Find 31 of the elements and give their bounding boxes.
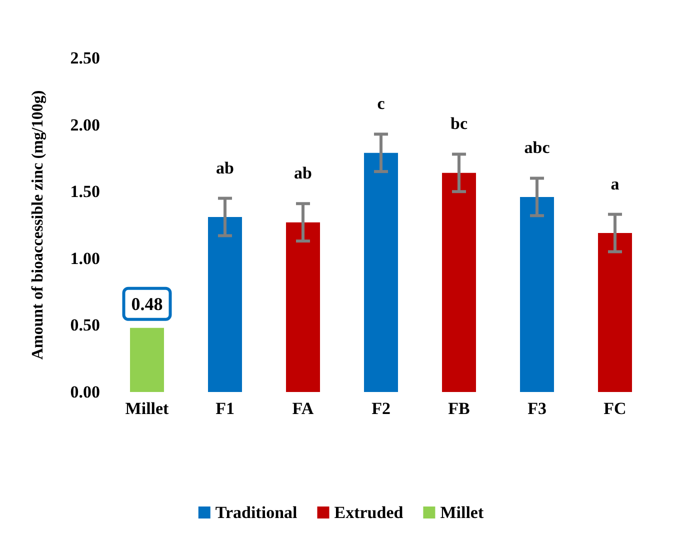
legend-label: Millet xyxy=(440,503,484,522)
data-label: 0.48 xyxy=(131,294,163,314)
bar xyxy=(208,216,242,392)
annotation: c xyxy=(377,94,386,114)
x-tick-label: FC xyxy=(604,399,626,418)
annotation: ab xyxy=(216,158,234,178)
bar xyxy=(364,152,398,392)
y-axis-title: Amount of bioaccessible zinc (mg/100g) xyxy=(30,90,46,360)
annotation: abc xyxy=(524,138,550,158)
bar xyxy=(598,233,632,392)
x-tick-label: Millet xyxy=(125,399,170,418)
bar xyxy=(286,222,320,392)
bar xyxy=(442,172,476,392)
x-tick-label: FA xyxy=(292,399,314,418)
y-tick-label: 1.50 xyxy=(70,182,100,202)
y-tick-label: 0.00 xyxy=(70,382,100,402)
x-tick-label: F1 xyxy=(216,399,234,418)
y-tick-label: 2.00 xyxy=(70,115,100,134)
x-tick-label: F3 xyxy=(528,399,546,418)
y-tick-label: 2.50 xyxy=(70,48,100,68)
y-tick-label: 0.50 xyxy=(70,316,100,335)
y-tick-label: 1.00 xyxy=(70,248,100,268)
annotation: bc xyxy=(450,114,468,134)
bar xyxy=(130,328,164,392)
legend-label: Extruded xyxy=(334,503,404,522)
bar xyxy=(520,196,554,392)
annotation: ab xyxy=(294,164,312,183)
x-tick-label: FB xyxy=(448,399,470,418)
annotation: a xyxy=(610,174,620,194)
legend-label: Traditional xyxy=(215,503,298,522)
x-tick-label: F2 xyxy=(372,399,390,418)
